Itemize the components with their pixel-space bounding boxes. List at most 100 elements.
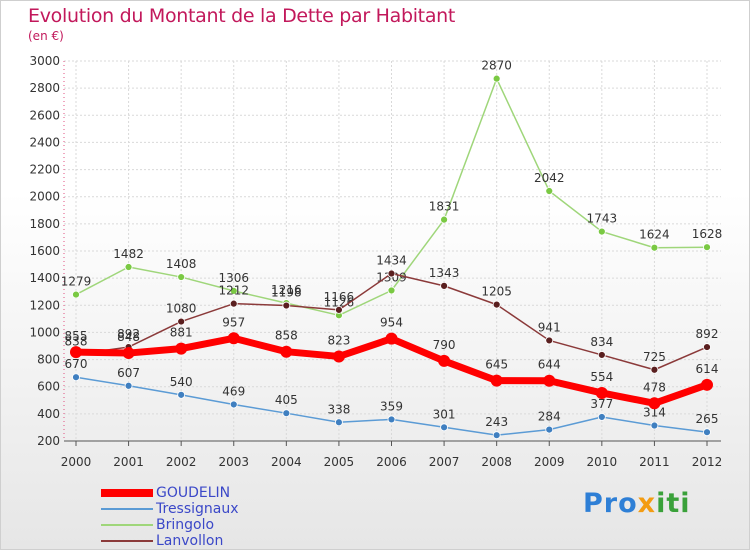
data-point-lanvollon: [492, 300, 501, 309]
data-point-bringolo: [650, 243, 659, 252]
data-point-tressignaux: [335, 418, 343, 427]
data-point-goudelin: [490, 374, 503, 387]
data-point-tressignaux: [387, 415, 396, 424]
y-tick-label: 1400: [29, 271, 60, 285]
data-label-goudelin: 478: [643, 380, 666, 394]
legend-label: Bringolo: [156, 517, 215, 533]
x-tick-label: 2012: [692, 455, 723, 469]
data-point-tressignaux: [492, 431, 501, 440]
data-point-lanvollon: [703, 343, 711, 351]
data-point-goudelin: [438, 354, 451, 367]
data-point-goudelin: [595, 386, 608, 399]
data-label-tressignaux: 338: [327, 402, 350, 416]
data-label-tressignaux: 540: [170, 375, 193, 389]
data-point-goudelin: [122, 347, 135, 360]
data-label-goudelin: 645: [485, 358, 508, 372]
y-tick-label: 2200: [29, 163, 60, 177]
y-tick-label: 2000: [29, 190, 60, 204]
x-tick-label: 2005: [324, 455, 355, 469]
legend-swatch: [101, 489, 153, 497]
x-tick-label: 2006: [376, 455, 407, 469]
data-point-lanvollon: [387, 269, 396, 278]
data-point-goudelin: [701, 378, 713, 391]
data-label-tressignaux: 405: [275, 393, 298, 407]
data-point-bringolo: [597, 227, 606, 236]
data-label-bringolo: 1216: [271, 283, 302, 297]
y-tick-label: 1200: [29, 298, 60, 312]
y-tick-label: 800: [37, 353, 60, 367]
data-label-lanvollon: 1166: [324, 290, 355, 304]
data-label-tressignaux: 670: [65, 357, 88, 371]
data-point-lanvollon: [597, 351, 606, 359]
data-label-lanvollon: 838: [65, 334, 88, 348]
y-tick-label: 1600: [29, 244, 60, 258]
data-point-lanvollon: [177, 317, 186, 326]
x-tick-label: 2011: [639, 455, 670, 469]
data-label-lanvollon: 1434: [376, 254, 407, 268]
y-tick-label: 200: [37, 434, 60, 448]
y-tick-label: 600: [37, 380, 60, 394]
legend-swatch: [101, 540, 153, 542]
data-label-lanvollon: 834: [590, 335, 613, 349]
x-tick-label: 2001: [113, 455, 144, 469]
data-point-bringolo: [229, 286, 238, 295]
x-tick-label: 2000: [61, 455, 92, 469]
data-point-lanvollon: [650, 365, 659, 374]
data-label-bringolo: 1831: [429, 200, 460, 214]
data-point-bringolo: [72, 290, 80, 299]
x-tick-label: 2003: [218, 455, 249, 469]
data-point-goudelin: [227, 332, 240, 345]
data-label-tressignaux: 284: [538, 410, 561, 424]
data-label-tressignaux: 265: [696, 412, 719, 426]
data-point-tressignaux: [177, 390, 186, 399]
data-label-goudelin: 855: [65, 329, 88, 343]
data-label-lanvollon: 941: [538, 320, 561, 334]
data-point-bringolo: [177, 273, 186, 281]
y-tick-label: 2400: [29, 135, 60, 149]
data-point-lanvollon: [545, 336, 554, 345]
data-label-bringolo: 2042: [534, 171, 565, 185]
data-point-bringolo: [124, 263, 133, 271]
data-label-goudelin: 954: [380, 316, 403, 330]
data-label-goudelin: 823: [327, 333, 350, 347]
x-tick-label: 2007: [429, 455, 460, 469]
data-label-goudelin: 554: [590, 370, 613, 384]
data-label-lanvollon: 725: [643, 350, 666, 364]
data-label-bringolo: 2870: [481, 59, 512, 73]
data-label-lanvollon: 1343: [429, 266, 460, 280]
data-label-tressignaux: 314: [643, 406, 666, 420]
data-label-bringolo: 1126: [324, 295, 355, 309]
data-label-bringolo: 1279: [61, 275, 92, 289]
data-point-tressignaux: [545, 425, 554, 434]
data-label-lanvollon: 1198: [271, 286, 302, 300]
data-point-bringolo: [492, 74, 501, 83]
data-point-lanvollon: [440, 281, 448, 290]
proxiti-logo: Proxiti: [583, 488, 691, 519]
data-label-goudelin: 790: [433, 338, 456, 352]
data-label-bringolo: 1306: [218, 271, 249, 285]
data-label-bringolo: 1743: [587, 212, 618, 226]
data-point-goudelin: [648, 397, 661, 410]
data-point-goudelin: [332, 350, 345, 363]
data-point-tressignaux: [282, 409, 291, 418]
data-label-bringolo: 1624: [639, 228, 670, 242]
data-label-tressignaux: 607: [117, 366, 140, 380]
data-point-bringolo: [703, 243, 711, 252]
chart-title: Evolution du Montant de la Dette par Hab…: [28, 5, 456, 27]
data-label-lanvollon: 892: [117, 327, 140, 341]
data-point-tressignaux: [597, 413, 606, 421]
y-tick-label: 1800: [29, 217, 60, 231]
legend-label: Tressignaux: [156, 501, 239, 517]
legend-label: GOUDELIN: [156, 485, 231, 501]
data-label-lanvollon: 1205: [481, 285, 512, 299]
data-point-tressignaux: [650, 421, 659, 430]
data-point-tressignaux: [229, 400, 238, 409]
data-label-tressignaux: 469: [222, 384, 245, 398]
y-tick-label: 2600: [29, 108, 60, 122]
data-point-bringolo: [545, 187, 554, 195]
y-tick-label: 3000: [29, 54, 60, 68]
data-point-goudelin: [175, 342, 188, 355]
data-label-goudelin: 614: [696, 362, 719, 376]
